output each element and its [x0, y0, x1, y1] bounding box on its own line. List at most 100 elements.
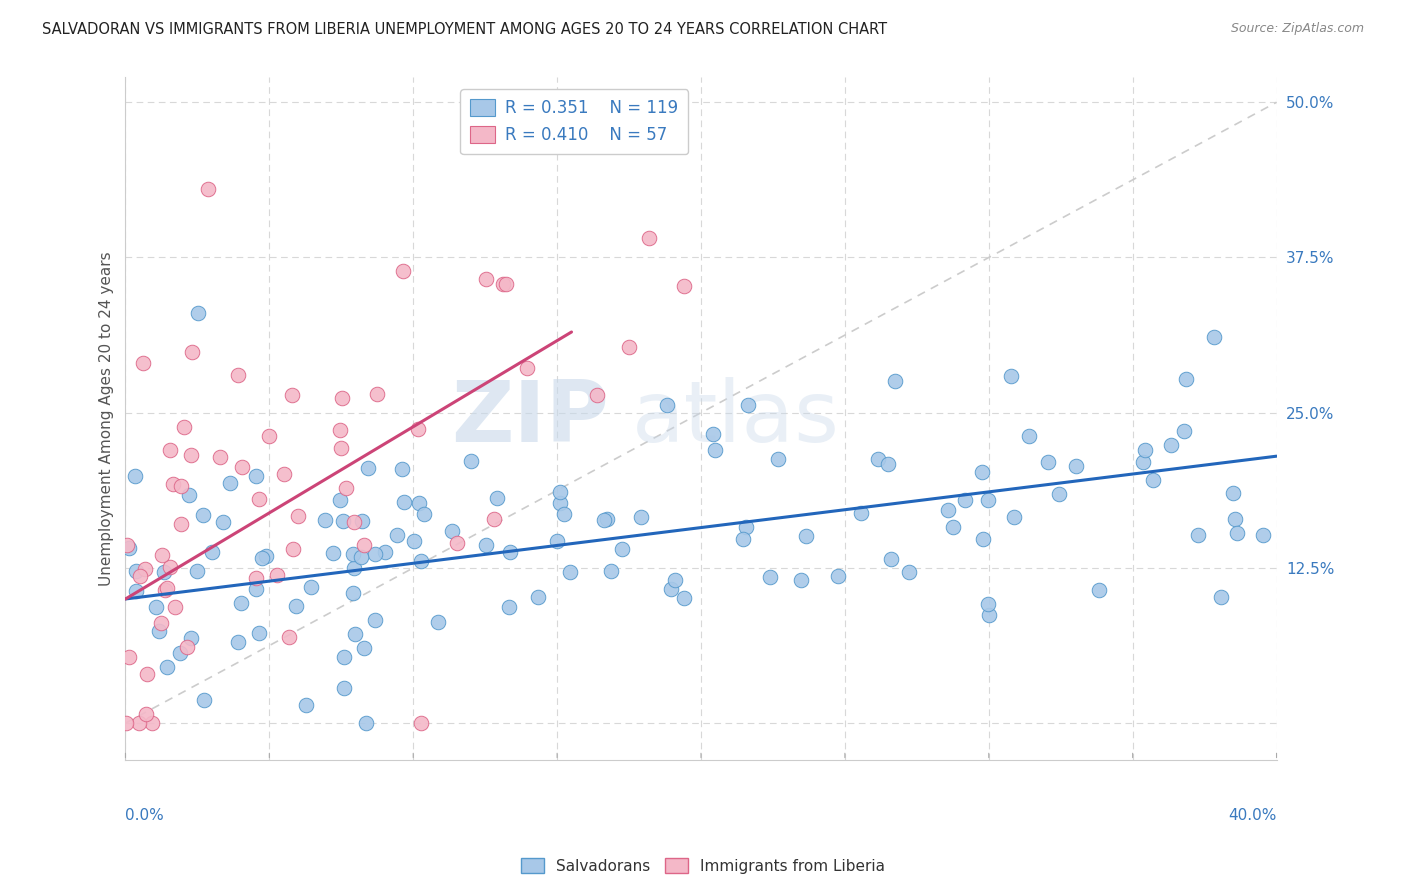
Point	[180, 631, 202, 645]
Point	[314, 513, 336, 527]
Point	[333, 681, 356, 696]
Point	[145, 599, 167, 614]
Point	[135, 707, 157, 722]
Point	[342, 547, 364, 561]
Point	[596, 512, 619, 526]
Point	[254, 549, 277, 564]
Point	[495, 277, 517, 292]
Point	[409, 554, 432, 568]
Point	[702, 426, 724, 441]
Point	[406, 421, 429, 435]
Point	[125, 584, 148, 599]
Point	[330, 391, 353, 405]
Point	[353, 538, 375, 552]
Point	[1222, 485, 1244, 500]
Point	[245, 571, 267, 585]
Point	[329, 492, 352, 507]
Point	[1133, 443, 1156, 458]
Point	[162, 477, 184, 491]
Point	[134, 562, 156, 576]
Point	[637, 231, 659, 245]
Point	[672, 278, 695, 293]
Point	[349, 549, 371, 564]
Point	[245, 582, 267, 596]
Point	[876, 457, 898, 471]
Point	[734, 520, 756, 534]
Point	[163, 600, 186, 615]
Point	[257, 429, 280, 443]
Text: ZIP: ZIP	[451, 377, 609, 460]
Point	[404, 534, 426, 549]
Point	[218, 476, 240, 491]
Point	[768, 451, 790, 466]
Point	[664, 573, 686, 587]
Point	[977, 607, 1000, 622]
Point	[392, 495, 415, 509]
Point	[273, 467, 295, 482]
Point	[1173, 424, 1195, 438]
Point	[880, 552, 903, 566]
Point	[790, 573, 813, 587]
Point	[266, 568, 288, 582]
Point	[1002, 510, 1025, 524]
Point	[1225, 512, 1247, 526]
Point	[527, 590, 550, 604]
Point	[440, 524, 463, 538]
Point	[546, 533, 568, 548]
Point	[737, 398, 759, 412]
Point	[1175, 371, 1198, 385]
Point	[281, 387, 304, 401]
Point	[491, 277, 513, 291]
Point	[1187, 528, 1209, 542]
Point	[226, 634, 249, 648]
Point	[156, 581, 179, 595]
Point	[630, 509, 652, 524]
Point	[343, 561, 366, 575]
Point	[413, 508, 436, 522]
Point	[1226, 526, 1249, 541]
Point	[333, 649, 356, 664]
Point	[247, 492, 270, 507]
Point	[153, 583, 176, 598]
Point	[177, 488, 200, 502]
Point	[475, 538, 498, 552]
Point	[977, 597, 1000, 611]
Point	[1160, 438, 1182, 452]
Point	[499, 545, 522, 559]
Point	[936, 502, 959, 516]
Point	[866, 452, 889, 467]
Point	[659, 582, 682, 597]
Point	[117, 538, 139, 552]
Point	[1142, 473, 1164, 487]
Point	[1064, 458, 1087, 473]
Point	[1251, 528, 1274, 542]
Point	[354, 716, 377, 731]
Point	[141, 716, 163, 731]
Point	[391, 462, 413, 476]
Point	[731, 533, 754, 547]
Point	[759, 570, 782, 584]
Point	[169, 646, 191, 660]
Point	[231, 460, 253, 475]
Point	[827, 569, 849, 583]
Point	[516, 360, 538, 375]
Point	[152, 549, 174, 563]
Point	[335, 481, 357, 495]
Point	[226, 368, 249, 383]
Text: atlas: atlas	[631, 377, 839, 460]
Point	[498, 600, 520, 615]
Point	[970, 466, 993, 480]
Point	[124, 469, 146, 483]
Point	[322, 546, 344, 560]
Point	[287, 509, 309, 524]
Point	[285, 599, 308, 614]
Text: 40.0%: 40.0%	[1229, 808, 1277, 823]
Point	[173, 419, 195, 434]
Point	[250, 551, 273, 566]
Point	[129, 569, 152, 583]
Point	[187, 306, 209, 320]
Point	[191, 508, 214, 522]
Point	[212, 515, 235, 529]
Point	[353, 641, 375, 656]
Text: Source: ZipAtlas.com: Source: ZipAtlas.com	[1230, 22, 1364, 36]
